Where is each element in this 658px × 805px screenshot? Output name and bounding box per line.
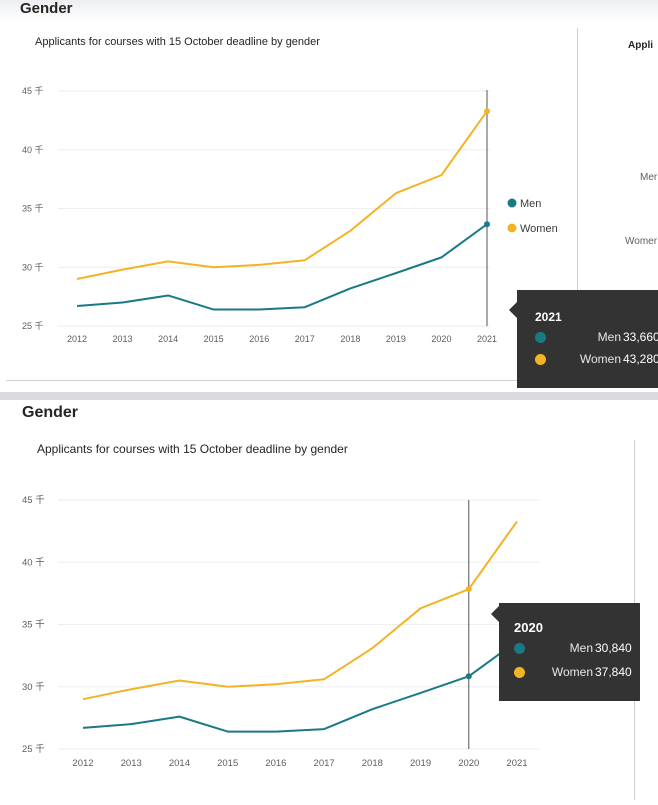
x-tick-label: 2013 xyxy=(121,758,142,769)
visual-divider xyxy=(577,28,578,378)
women-dot-icon xyxy=(514,667,525,678)
y-tick-label: 30 千 xyxy=(22,262,44,272)
x-tick-label: 2021 xyxy=(506,758,527,769)
panel-divider xyxy=(0,392,658,400)
x-tick-label: 2019 xyxy=(410,758,431,769)
x-tick-label: 2016 xyxy=(249,334,269,344)
highlight-point-men xyxy=(465,673,472,680)
x-tick-label: 2014 xyxy=(158,334,178,344)
chart-title: Applicants for courses with 15 October d… xyxy=(35,36,320,48)
header-band xyxy=(0,0,658,22)
series-line-women xyxy=(76,110,488,280)
tooltip-men-value: 30,840 xyxy=(595,641,632,655)
adjacent-men-label: Mer xyxy=(640,172,658,183)
adjacent-chart-title: Appli xyxy=(628,40,653,51)
line-chart-bottom[interactable]: 25 千 30 千 35 千 40 千 45 千 2012 2013 2014 2015 2016… xyxy=(0,400,658,805)
x-tick-label: 2015 xyxy=(217,758,238,769)
legend-label-men: Men xyxy=(520,198,541,210)
tooltip-men-label: Men xyxy=(569,641,593,655)
men-dot-icon xyxy=(535,332,546,343)
y-tick-label: 40 千 xyxy=(22,145,44,155)
x-tick-label: 2015 xyxy=(204,334,224,344)
tooltip-women-label: Women xyxy=(579,352,621,366)
x-tick-label: 2012 xyxy=(67,334,87,344)
x-tick-label: 2013 xyxy=(113,334,133,344)
y-tick-label: 35 千 xyxy=(22,204,44,214)
section-title: Gender xyxy=(22,404,79,421)
series-line-men xyxy=(76,223,488,311)
highlight-point-women xyxy=(484,108,490,115)
y-tick-label: 25 千 xyxy=(22,321,44,331)
x-tick-label: 2018 xyxy=(340,334,360,344)
gender-panel-bottom: Gender Applicants for courses with 15 Oc… xyxy=(0,400,658,805)
tooltip-men-label: Men xyxy=(597,330,621,344)
x-tick-label: 2017 xyxy=(314,758,335,769)
x-tick-label: 2020 xyxy=(458,758,479,769)
tooltip-pointer xyxy=(491,606,499,622)
tooltip-women-value: 37,840 xyxy=(595,665,632,679)
x-tick-label: 2019 xyxy=(386,334,406,344)
highlight-point-women xyxy=(465,586,472,593)
line-chart-top[interactable]: 25 千 30 千 35 千 40 千 45 千 2012 2013 2014 2015 2016… xyxy=(0,0,658,392)
chart-title: Applicants for courses with 15 October d… xyxy=(37,442,348,456)
x-tick-label: 2014 xyxy=(169,758,190,769)
tooltip-year: 2020 xyxy=(514,620,543,635)
visual-border xyxy=(6,380,566,381)
section-title: Gender xyxy=(20,0,73,17)
women-dot-icon xyxy=(535,354,546,365)
tooltip-pointer xyxy=(509,302,517,318)
tooltip-women-label: Women xyxy=(551,665,593,679)
legend-marker-women xyxy=(507,223,517,233)
y-tick-label: 25 千 xyxy=(22,744,45,755)
y-tick-label: 45 千 xyxy=(22,86,44,96)
series-line-women xyxy=(82,520,518,701)
x-tick-label: 2012 xyxy=(72,758,93,769)
series-line-men xyxy=(82,640,518,733)
tooltip-men-value: 33,660 xyxy=(623,330,658,344)
tooltip-year: 2021 xyxy=(535,310,562,324)
x-tick-label: 2016 xyxy=(265,758,286,769)
x-tick-label: 2018 xyxy=(362,758,383,769)
y-tick-label: 40 千 xyxy=(22,557,45,568)
men-dot-icon xyxy=(514,643,525,654)
legend-marker-men xyxy=(507,198,517,208)
y-tick-label: 30 千 xyxy=(22,682,45,693)
adjacent-women-label: Womer xyxy=(625,236,658,247)
tooltip-2020: 2020 Men 30,840 Women 37,840 xyxy=(491,603,640,701)
y-tick-label: 45 千 xyxy=(22,495,45,506)
gender-panel-top: Gender Applicants for courses with 15 Oc… xyxy=(0,0,658,392)
x-tick-label: 2017 xyxy=(295,334,315,344)
x-tick-label: 2021 xyxy=(477,334,497,344)
legend-label-women: Women xyxy=(520,223,558,235)
highlight-point-men xyxy=(484,221,490,228)
tooltip-women-value: 43,280 xyxy=(623,352,658,366)
y-tick-label: 35 千 xyxy=(22,620,45,631)
x-tick-label: 2020 xyxy=(431,334,451,344)
tooltip-2021: 2021 Men 33,660 Women 43,280 xyxy=(509,290,658,388)
